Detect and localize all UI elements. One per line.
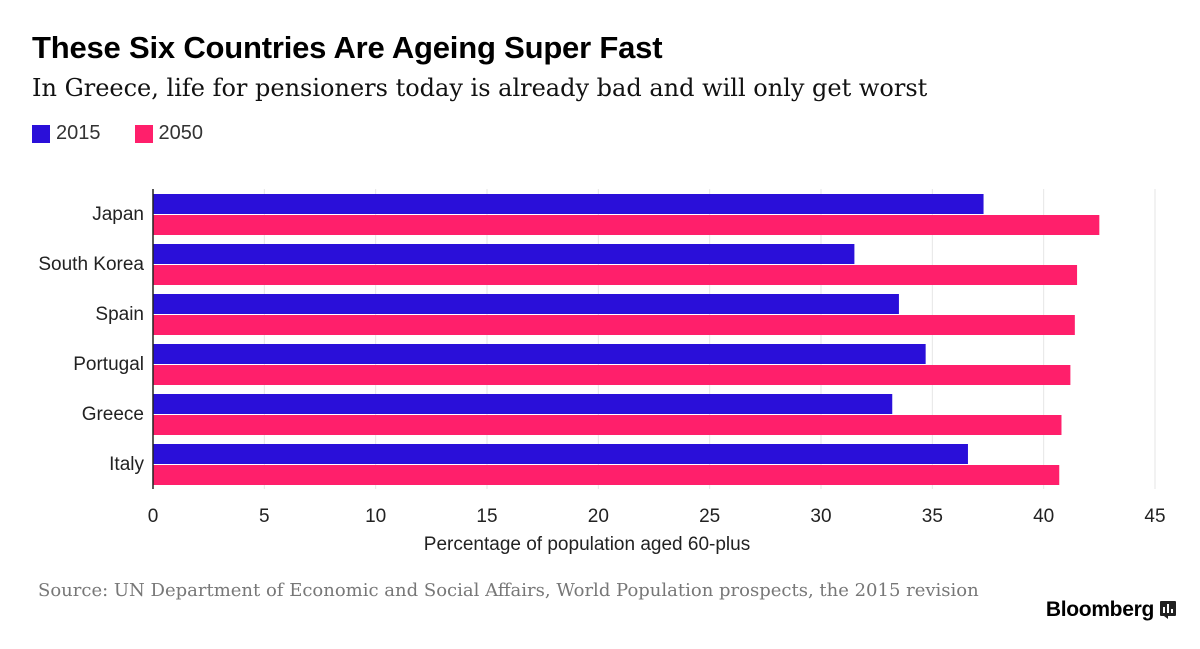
bar-2050-portugal <box>153 365 1071 385</box>
x-tick-label: 35 <box>922 506 943 527</box>
bar-2050-japan <box>153 215 1100 235</box>
x-tick-label: 40 <box>1033 506 1054 527</box>
bar-2050-south-korea <box>153 265 1078 285</box>
legend: 2015 2050 <box>32 122 237 145</box>
brand-logo: Bloomberg <box>1046 598 1176 622</box>
category-label: Greece <box>82 404 144 425</box>
chart-subtitle: In Greece, life for pensioners today is … <box>32 74 928 102</box>
legend-swatch-2015 <box>32 124 50 143</box>
legend-item-2015: 2015 <box>32 122 101 145</box>
legend-label-2050: 2050 <box>158 122 204 144</box>
bar-2015-greece <box>153 394 893 414</box>
x-axis-label: Percentage of population aged 60-plus <box>424 534 750 555</box>
source-note: Source: UN Department of Economic and So… <box>38 580 979 601</box>
legend-label-2015: 2015 <box>56 122 101 144</box>
bar-2050-spain <box>153 315 1075 335</box>
category-label: Spain <box>95 304 144 325</box>
x-tick-label: 15 <box>476 506 497 527</box>
bar-2015-portugal <box>153 344 926 364</box>
brand-name: Bloomberg <box>1045 598 1154 621</box>
category-label: Portugal <box>73 354 144 375</box>
bar-2015-japan <box>153 194 984 214</box>
bar-2015-italy <box>153 444 968 464</box>
chart-title: These Six Countries Are Ageing Super Fas… <box>32 30 663 65</box>
bar-chart-icon <box>1160 601 1176 619</box>
x-tick-label: 20 <box>588 506 609 527</box>
bar-2015-spain <box>153 294 899 314</box>
x-tick-label: 45 <box>1144 506 1165 527</box>
x-tick-label: 10 <box>365 506 386 527</box>
x-tick-label: 25 <box>699 506 720 527</box>
category-label: South Korea <box>38 254 144 275</box>
bar-2050-greece <box>153 415 1062 435</box>
x-tick-label: 0 <box>148 506 159 527</box>
x-tick-label: 30 <box>810 506 831 527</box>
category-label: Italy <box>109 454 144 475</box>
legend-item-2050: 2050 <box>134 122 204 145</box>
bar-2050-italy <box>153 465 1060 485</box>
category-label: Japan <box>92 204 144 225</box>
x-tick-label: 5 <box>259 506 270 527</box>
bar-2015-south-korea <box>153 244 855 264</box>
legend-swatch-2050 <box>134 124 153 143</box>
